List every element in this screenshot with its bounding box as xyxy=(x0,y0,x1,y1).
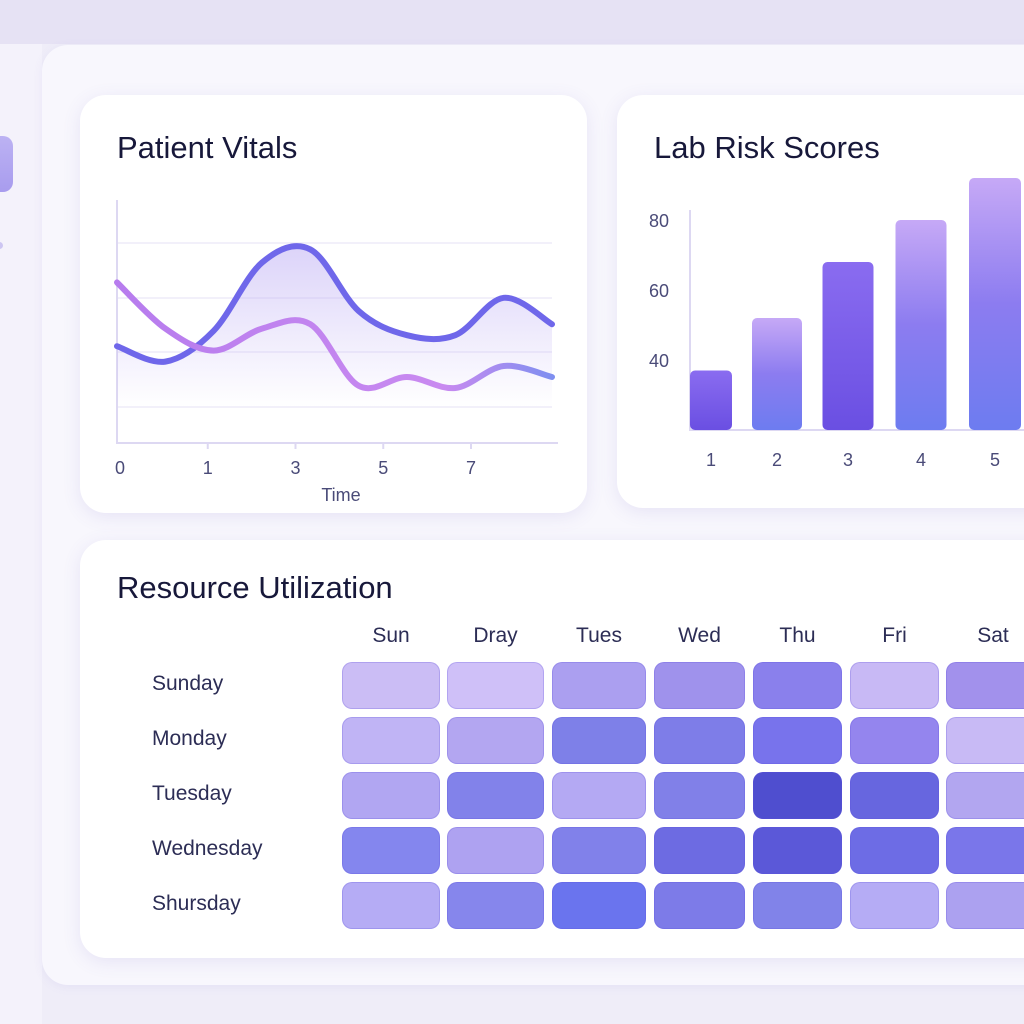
x-tick-label: 1 xyxy=(706,450,716,470)
heatmap-cell xyxy=(753,882,842,929)
sidebar-active-item[interactable] xyxy=(0,136,13,192)
heatmap-cell xyxy=(850,882,939,929)
heatmap-cell xyxy=(447,882,544,929)
x-tick-label: 3 xyxy=(843,450,853,470)
heatmap-cell xyxy=(654,662,745,709)
heatmap-cell xyxy=(654,772,745,819)
heatmap-cell xyxy=(850,717,939,764)
heatmap-cell xyxy=(342,827,440,874)
x-tick-label: 5 xyxy=(378,458,388,478)
heatmap-cell xyxy=(946,827,1024,874)
heatmap-cell xyxy=(946,662,1024,709)
heatmap-cell xyxy=(654,717,745,764)
x-tick-label: 2 xyxy=(772,450,782,470)
heatmap-cell xyxy=(447,827,544,874)
lab-risk-chart: 40 60 80 1 2 3 4 5 xyxy=(649,178,1024,470)
heatmap-cell xyxy=(753,662,842,709)
heatmap-cell xyxy=(342,662,440,709)
column-header: Tues xyxy=(576,624,622,647)
heatmap-cell xyxy=(946,717,1024,764)
x-tick-label: 3 xyxy=(290,458,300,478)
heatmap-cell xyxy=(946,882,1024,929)
lab-risk-scores-card: Lab Risk Scores 40 60 80 1 2 3 4 5 xyxy=(617,95,1024,508)
bar xyxy=(690,370,732,430)
top-bar xyxy=(0,0,1024,44)
x-tick-label: 7 xyxy=(466,458,476,478)
heatmap-cell xyxy=(654,827,745,874)
heatmap-cell xyxy=(552,662,646,709)
series-line-2 xyxy=(114,279,555,392)
column-header: Fri xyxy=(882,624,907,647)
heatmap-cell xyxy=(753,772,842,819)
column-header: Dray xyxy=(473,624,518,647)
card-title: Lab Risk Scores xyxy=(654,130,880,165)
y-tick-label: 80 xyxy=(649,211,669,231)
sidebar xyxy=(0,44,42,1024)
column-header: Sat xyxy=(977,624,1009,647)
row-label: Sunday xyxy=(152,672,224,695)
bar xyxy=(969,178,1021,430)
card-title: Patient Vitals xyxy=(117,130,298,165)
y-tick-label: 60 xyxy=(649,281,669,301)
patient-vitals-card: Patient Vitals 0 1 3 5 7 Time xyxy=(80,95,587,513)
heatmap-cell xyxy=(850,662,939,709)
row-label: Wednesday xyxy=(152,837,263,860)
heatmap-cell xyxy=(342,717,440,764)
heatmap-cell xyxy=(342,882,440,929)
column-header: Thu xyxy=(779,624,816,647)
heatmap-cell xyxy=(552,882,646,929)
x-tick-label: 1 xyxy=(203,458,213,478)
row-label: Monday xyxy=(152,727,227,750)
heatmap-cell xyxy=(552,827,646,874)
heatmap-cell xyxy=(753,827,842,874)
heatmap-cell xyxy=(447,662,544,709)
heatmap-cell xyxy=(447,772,544,819)
heatmap-cell xyxy=(850,772,939,819)
heatmap-cell xyxy=(342,772,440,819)
heatmap-cell xyxy=(552,772,646,819)
area-fill xyxy=(117,246,552,407)
heatmap-cell xyxy=(654,882,745,929)
bar xyxy=(752,318,802,430)
x-tick-label: 4 xyxy=(916,450,926,470)
heatmap-cell xyxy=(753,717,842,764)
bar xyxy=(895,220,947,430)
patient-vitals-chart: 0 1 3 5 7 Time xyxy=(114,200,558,505)
bar xyxy=(822,262,874,430)
heatmap-cell xyxy=(552,717,646,764)
card-title: Resource Utilization xyxy=(117,570,393,605)
x-axis-label: Time xyxy=(321,485,360,505)
resource-utilization-card: Resource Utilization Sun Dray Tues Wed Thu Fr… xyxy=(80,540,1024,958)
column-header: Sun xyxy=(372,624,410,647)
column-header: Wed xyxy=(678,624,721,647)
row-label: Shursday xyxy=(152,892,241,915)
x-tick-label: 0 xyxy=(115,458,125,478)
y-tick-label: 40 xyxy=(649,351,669,371)
x-tick-label: 5 xyxy=(990,450,1000,470)
sidebar-dot-icon[interactable] xyxy=(0,242,3,249)
heatmap-cell xyxy=(946,772,1024,819)
heatmap-cell xyxy=(850,827,939,874)
heatmap-cell xyxy=(447,717,544,764)
row-label: Tuesday xyxy=(152,782,232,805)
